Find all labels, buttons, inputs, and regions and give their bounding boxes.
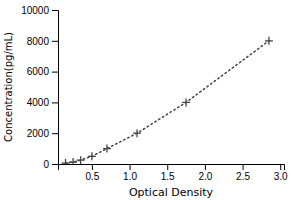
point-marker [265, 37, 273, 45]
y-tick-label: 10000 [21, 5, 49, 16]
x-axis-title: Optical Density [129, 186, 214, 199]
x-tick: 0.5 [85, 164, 99, 182]
x-tick-label: 1.5 [161, 171, 175, 182]
y-tick-mark [52, 10, 58, 11]
y-tick-mark [52, 102, 58, 103]
y-tick-label: 8000 [27, 36, 50, 47]
point-marker [77, 156, 85, 164]
chart-svg: 0.5 1.0 1.5 2.0 2.5 3.0 0 2000 4000 6000 8000 10000… [0, 0, 300, 200]
series-line [66, 41, 269, 163]
x-tick-mark [205, 164, 206, 170]
y-tick-mark [52, 72, 58, 73]
x-tick: 2.0 [198, 164, 212, 182]
x-tick-mark [92, 164, 93, 170]
y-tick-label: 4000 [27, 97, 50, 108]
x-tick: 1.5 [161, 164, 175, 182]
point-marker [62, 159, 70, 164]
x-tick-label: 2.5 [236, 171, 250, 182]
y-tick-mark [52, 133, 58, 134]
y-tick-mark [52, 164, 58, 165]
x-axis-line [59, 165, 285, 171]
y-tick-mark [52, 41, 58, 42]
y-tick: 2000 [27, 128, 58, 139]
chart-container: 0.5 1.0 1.5 2.0 2.5 3.0 0 2000 4000 6000 8000 10000… [0, 0, 300, 200]
x-tick: 1.0 [123, 164, 137, 182]
y-tick: 6000 [27, 66, 58, 77]
point-marker [133, 129, 141, 137]
x-tick-label: 0.5 [85, 171, 99, 182]
x-axis: 0.5 1.0 1.5 2.0 2.5 3.0 [59, 164, 289, 182]
point-marker [182, 98, 190, 106]
y-axis-title: Concentration(pg/mL) [3, 32, 14, 142]
point-marker [88, 152, 96, 160]
y-tick: 8000 [27, 36, 58, 47]
y-axis-line [52, 11, 59, 165]
x-tick-label: 2.0 [198, 171, 212, 182]
x-tick-mark [167, 164, 168, 170]
x-tick-mark [243, 164, 244, 170]
x-tick-label: 3.0 [274, 171, 288, 182]
point-marker [103, 145, 111, 153]
x-tick: 2.5 [236, 164, 250, 182]
x-tick: 3.0 [274, 164, 288, 182]
x-tick-label: 1.0 [123, 171, 137, 182]
y-tick: 0 [43, 159, 58, 170]
marks [62, 37, 273, 164]
x-tick-mark [280, 164, 281, 170]
y-axis: 0 2000 4000 6000 8000 10000 [21, 5, 58, 170]
x-tick-mark [130, 164, 131, 170]
y-tick-label: 2000 [27, 128, 50, 139]
y-tick: 10000 [21, 5, 58, 16]
y-tick-label: 6000 [27, 66, 50, 77]
y-tick: 4000 [27, 97, 58, 108]
point-marker [69, 158, 77, 164]
plot-area: 0.5 1.0 1.5 2.0 2.5 3.0 0 2000 4000 6000 8000 10000 [21, 5, 288, 182]
y-tick-label: 0 [43, 159, 49, 170]
